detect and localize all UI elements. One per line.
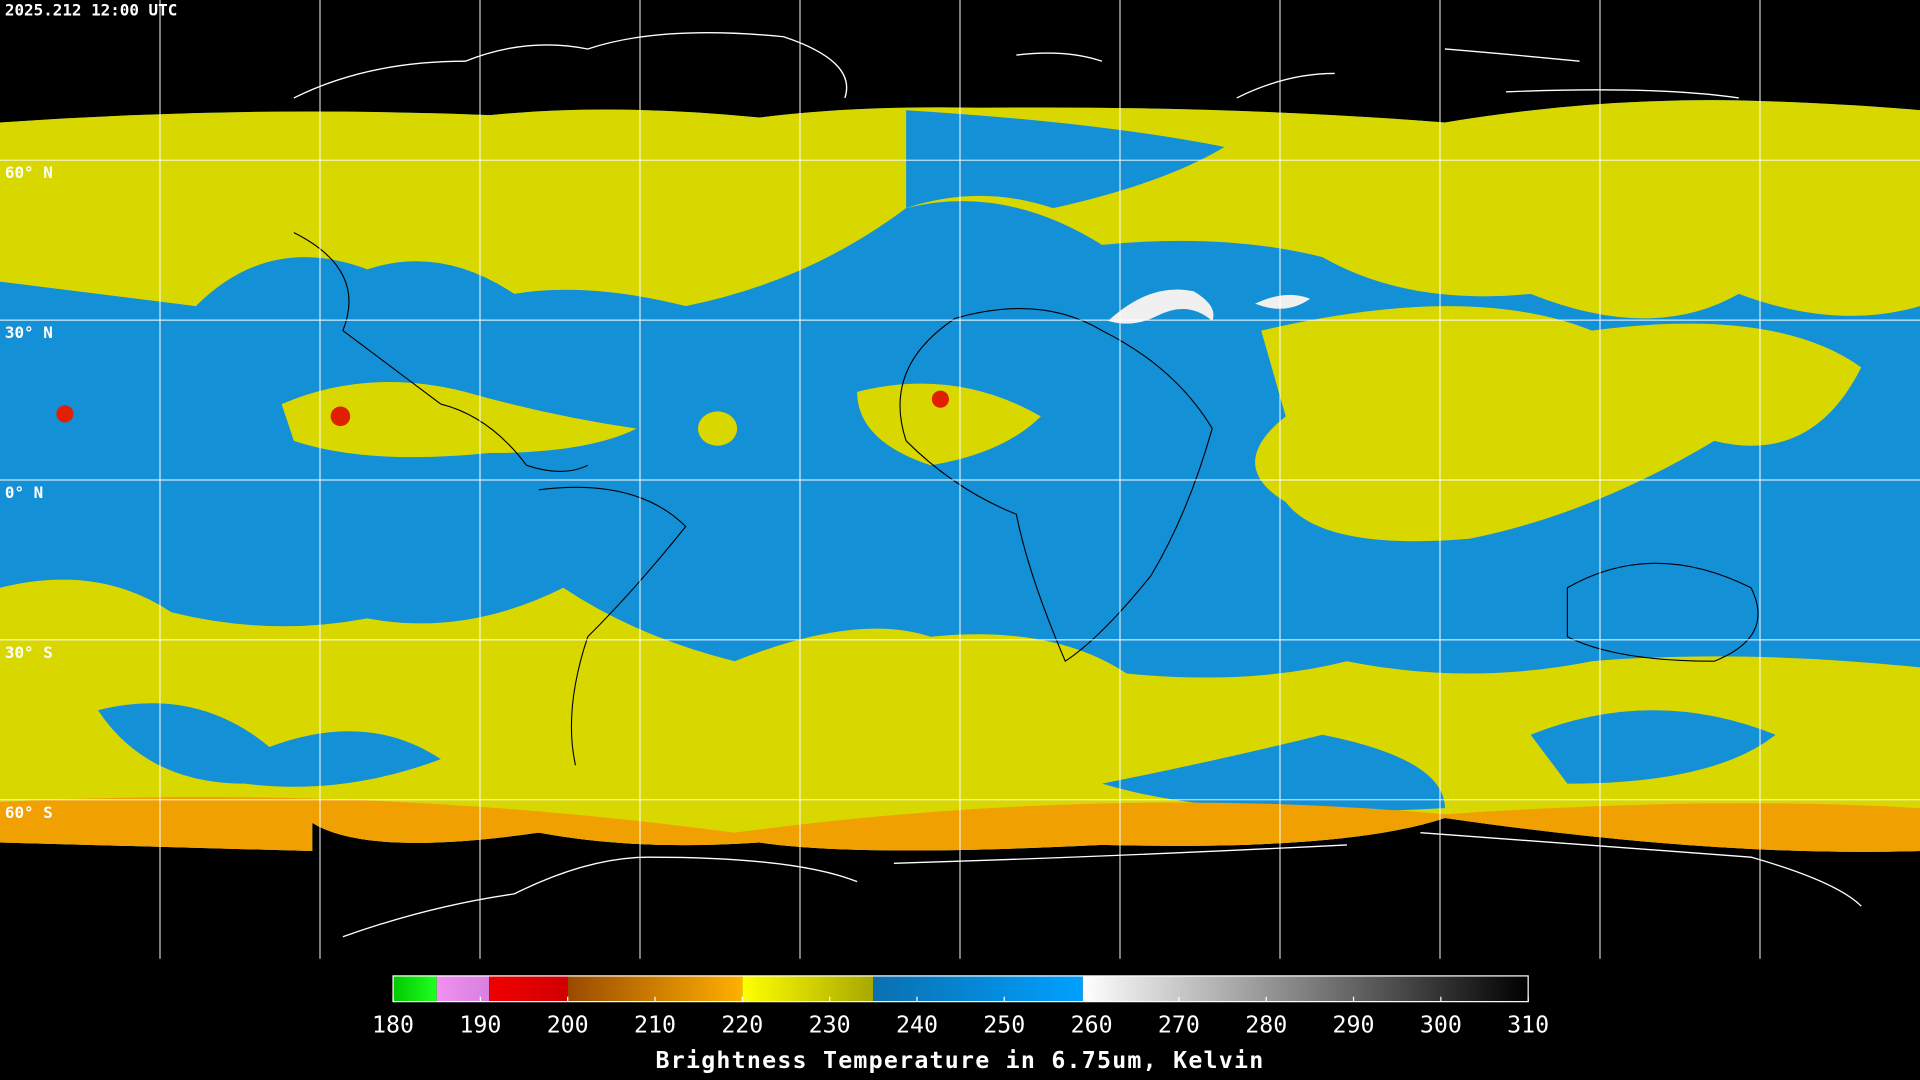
colorbar-segment	[489, 975, 568, 1002]
colorbar-segment	[1082, 975, 1529, 1002]
lat-label: 60° N	[5, 163, 53, 182]
lat-label: 0° N	[5, 483, 43, 502]
colorbar-tick-label: 220	[721, 1012, 763, 1039]
colorbar-tick-label: 310	[1507, 1012, 1549, 1039]
lat-label: 30° N	[5, 323, 53, 342]
colorbar: 180 190 200 210 220 230 240 250 260 270 280 290 300 3…	[372, 975, 1549, 1039]
colorbar-tick-label: 260	[1071, 1012, 1113, 1039]
colorbar-tick-label: 210	[634, 1012, 676, 1039]
colorbar-segment	[436, 975, 490, 1002]
colorbar-tick-label: 280	[1245, 1012, 1287, 1039]
colorbar-tick-label: 240	[896, 1012, 938, 1039]
colorbar-title: Brightness Temperature in 6.75um, Kelvin	[656, 1047, 1265, 1074]
colorbar-tick-label: 230	[809, 1012, 851, 1039]
colorbar-frame	[392, 975, 1529, 1003]
colorbar-tick-label: 200	[547, 1012, 589, 1039]
graticule: 60° N 30° N 0° N 30° S 60° S	[0, 0, 1920, 959]
storm-core	[330, 406, 351, 427]
lat-label: 60° S	[5, 803, 53, 822]
dry-slot	[906, 110, 1225, 209]
colorbar-tick-label: 250	[983, 1012, 1025, 1039]
colorbar-tick-label: 290	[1333, 1012, 1375, 1039]
colorbar-tick-label: 190	[459, 1012, 501, 1039]
colorbar-tick-label: 300	[1420, 1012, 1462, 1039]
lat-label: 30° S	[5, 643, 53, 662]
colorbar-segment	[873, 975, 1083, 1002]
timestamp: 2025.212 12:00 UTC	[5, 1, 177, 20]
storm-core	[56, 405, 74, 423]
colorbar-segment	[393, 975, 437, 1002]
southern-dry-slots	[97, 703, 1776, 812]
coastlines	[293, 232, 1759, 766]
monsoon-clouds	[1255, 306, 1862, 542]
polar-coastlines	[293, 31, 1862, 938]
colorbar-tick-label: 270	[1158, 1012, 1200, 1039]
tropical-convection	[281, 382, 1041, 466]
very-dry-air	[1108, 289, 1311, 324]
colorbar-segment	[742, 975, 874, 1002]
colorbar-tick-label: 180	[372, 1012, 414, 1039]
storm-core	[931, 390, 949, 408]
